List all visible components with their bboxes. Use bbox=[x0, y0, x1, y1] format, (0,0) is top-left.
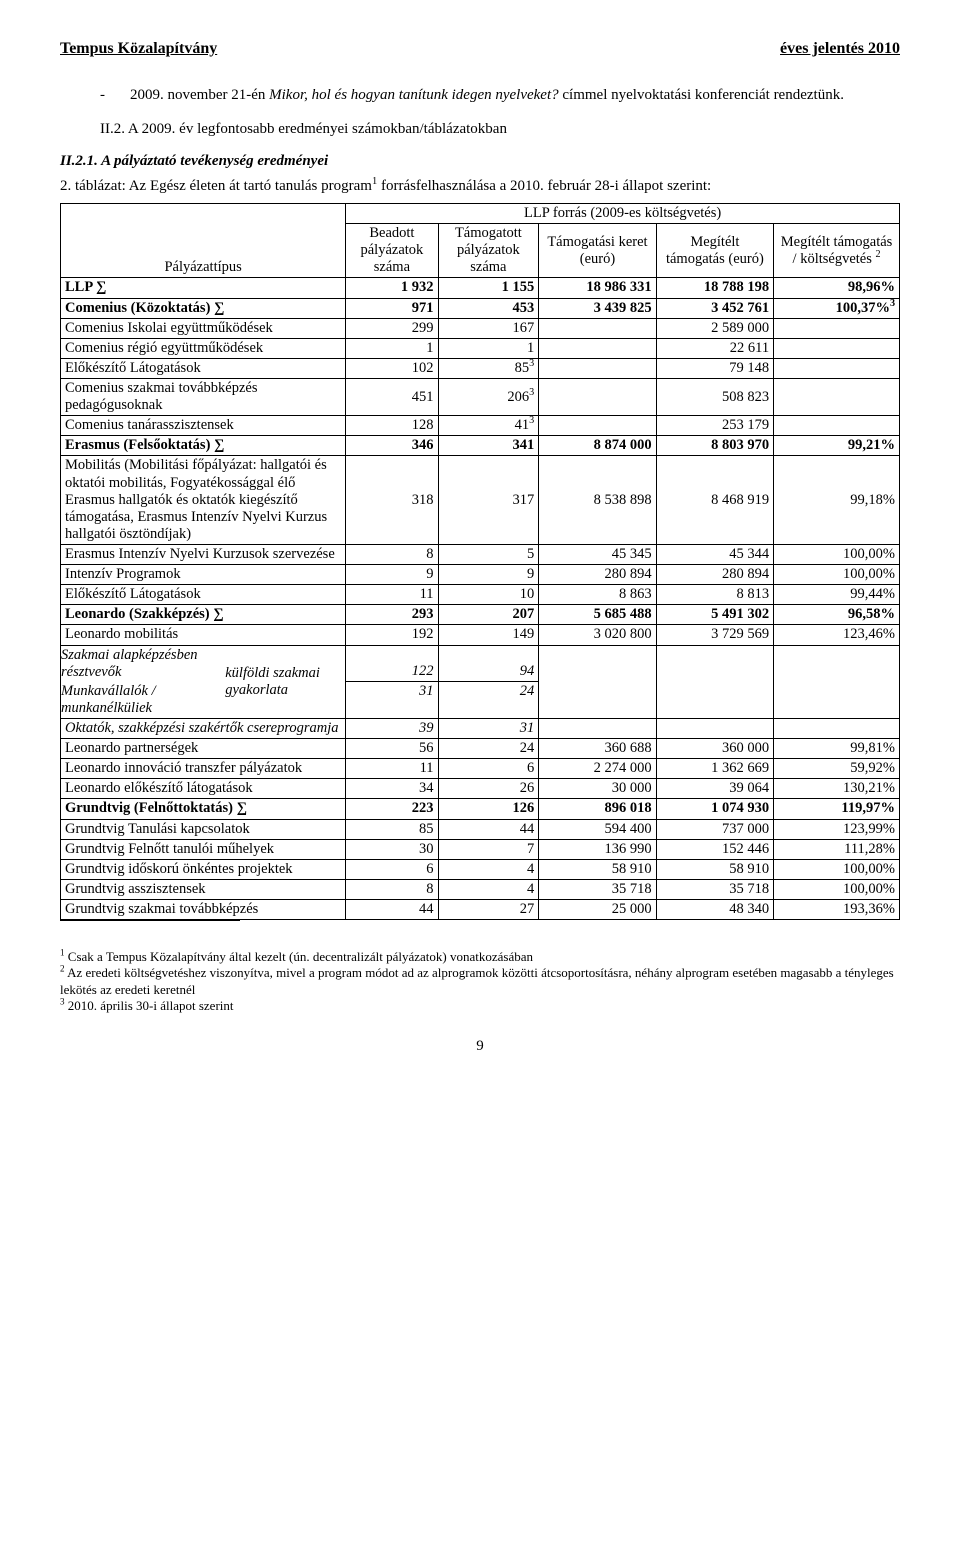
intro-bullet: - 2009. november 21-én Mikor, hol és hog… bbox=[100, 86, 900, 106]
table-row: Grundtvig (Felnőttoktatás) ∑223126896 01… bbox=[61, 799, 900, 819]
table-row: Leonardo mobilitás1921493 020 8003 729 5… bbox=[61, 625, 900, 645]
table-row: Grundtvig időskorú önkéntes projektek645… bbox=[61, 859, 900, 879]
table-row: Erasmus Intenzív Nyelvi Kurzusok szervez… bbox=[61, 544, 900, 564]
table-row: Leonardo előkészítő látogatások342630 00… bbox=[61, 779, 900, 799]
table-row: Grundtvig Tanulási kapcsolatok8544594 40… bbox=[61, 819, 900, 839]
footnote-1: 1 Csak a Tempus Közalapítvány által keze… bbox=[60, 949, 900, 965]
th-pct: Megítélt támogatás / költségvetés 2 bbox=[774, 224, 900, 278]
footnotes: 1 Csak a Tempus Közalapítvány által keze… bbox=[60, 949, 900, 1014]
table-row: Comenius szakmai továbbképzés pedagóguso… bbox=[61, 378, 900, 415]
bullet-dash: - bbox=[100, 86, 130, 106]
table-row: Comenius tanárasszisztensek128413253 179 bbox=[61, 416, 900, 436]
table-row: Comenius (Közoktatás) ∑9714533 439 8253 … bbox=[61, 298, 900, 318]
table-row: Leonardo innováció transzfer pályázatok1… bbox=[61, 759, 900, 779]
header-left: Tempus Közalapítvány bbox=[60, 40, 217, 58]
th-awarded: Megítélt támogatás (euró) bbox=[656, 224, 773, 278]
page-header: Tempus Közalapítvány éves jelentés 2010 bbox=[60, 40, 900, 58]
sub-heading: II.2.1. A pályáztató tevékenység eredmén… bbox=[60, 153, 900, 170]
table-row: Leonardo (Szakképzés) ∑2932075 685 4885 … bbox=[61, 605, 900, 625]
table-body: LLP ∑1 9321 15518 986 33118 788 19898,96… bbox=[61, 278, 900, 920]
table-row: Oktatók, szakképzési szakértők csereprog… bbox=[61, 718, 900, 738]
table-header-row-1: Pályázattípus LLP forrás (2009-es költsé… bbox=[61, 204, 900, 224]
table-row: Leonardo partnerségek5624360 688360 0009… bbox=[61, 739, 900, 759]
table-row: Erasmus (Felsőoktatás) ∑3463418 874 0008… bbox=[61, 436, 900, 456]
table-row: Grundtvig Felnőtt tanulói műhelyek307136… bbox=[61, 839, 900, 859]
data-table: Pályázattípus LLP forrás (2009-es költsé… bbox=[60, 203, 900, 920]
bullet-text: 2009. november 21-én Mikor, hol és hogya… bbox=[130, 86, 844, 106]
table-row: Mobilitás (Mobilitási főpályázat: hallga… bbox=[61, 456, 900, 545]
table-row: Grundtvig szakmai továbbképzés442725 000… bbox=[61, 899, 900, 919]
table-row: Előkészítő Látogatások11108 8638 81399,4… bbox=[61, 585, 900, 605]
th-received: Beadott pályázatok száma bbox=[346, 224, 438, 278]
table-row: Grundtvig asszisztensek8435 71835 718100… bbox=[61, 879, 900, 899]
table-row: Előkészítő Látogatások10285379 148 bbox=[61, 358, 900, 378]
table-caption: 2. táblázat: Az Egész életen át tartó ta… bbox=[60, 178, 900, 195]
table-row: Comenius régió együttműködések1122 611 bbox=[61, 338, 900, 358]
table-row: Comenius Iskolai együttműködések2991672 … bbox=[61, 318, 900, 338]
section-heading: II.2. A 2009. év legfontosabb eredményei… bbox=[100, 120, 900, 140]
footnote-2: 2 Az eredeti költségvetéshez viszonyítva… bbox=[60, 965, 900, 998]
header-right: éves jelentés 2010 bbox=[780, 40, 900, 58]
table-row: Szakmai alapképzésben résztvevőkkülföldi… bbox=[61, 645, 900, 718]
page-number: 9 bbox=[60, 1038, 900, 1055]
th-supported: Támogatott pályázatok száma bbox=[438, 224, 539, 278]
footnote-3: 3 2010. április 30-i állapot szerint bbox=[60, 998, 900, 1014]
table-row: LLP ∑1 9321 15518 986 33118 788 19898,96… bbox=[61, 278, 900, 298]
th-budget: Támogatási keret (euró) bbox=[539, 224, 656, 278]
th-type: Pályázattípus bbox=[61, 204, 346, 278]
table-row: Intenzív Programok99280 894280 894100,00… bbox=[61, 565, 900, 585]
footnote-separator bbox=[60, 920, 240, 921]
th-super: LLP forrás (2009-es költségvetés) bbox=[346, 204, 900, 224]
